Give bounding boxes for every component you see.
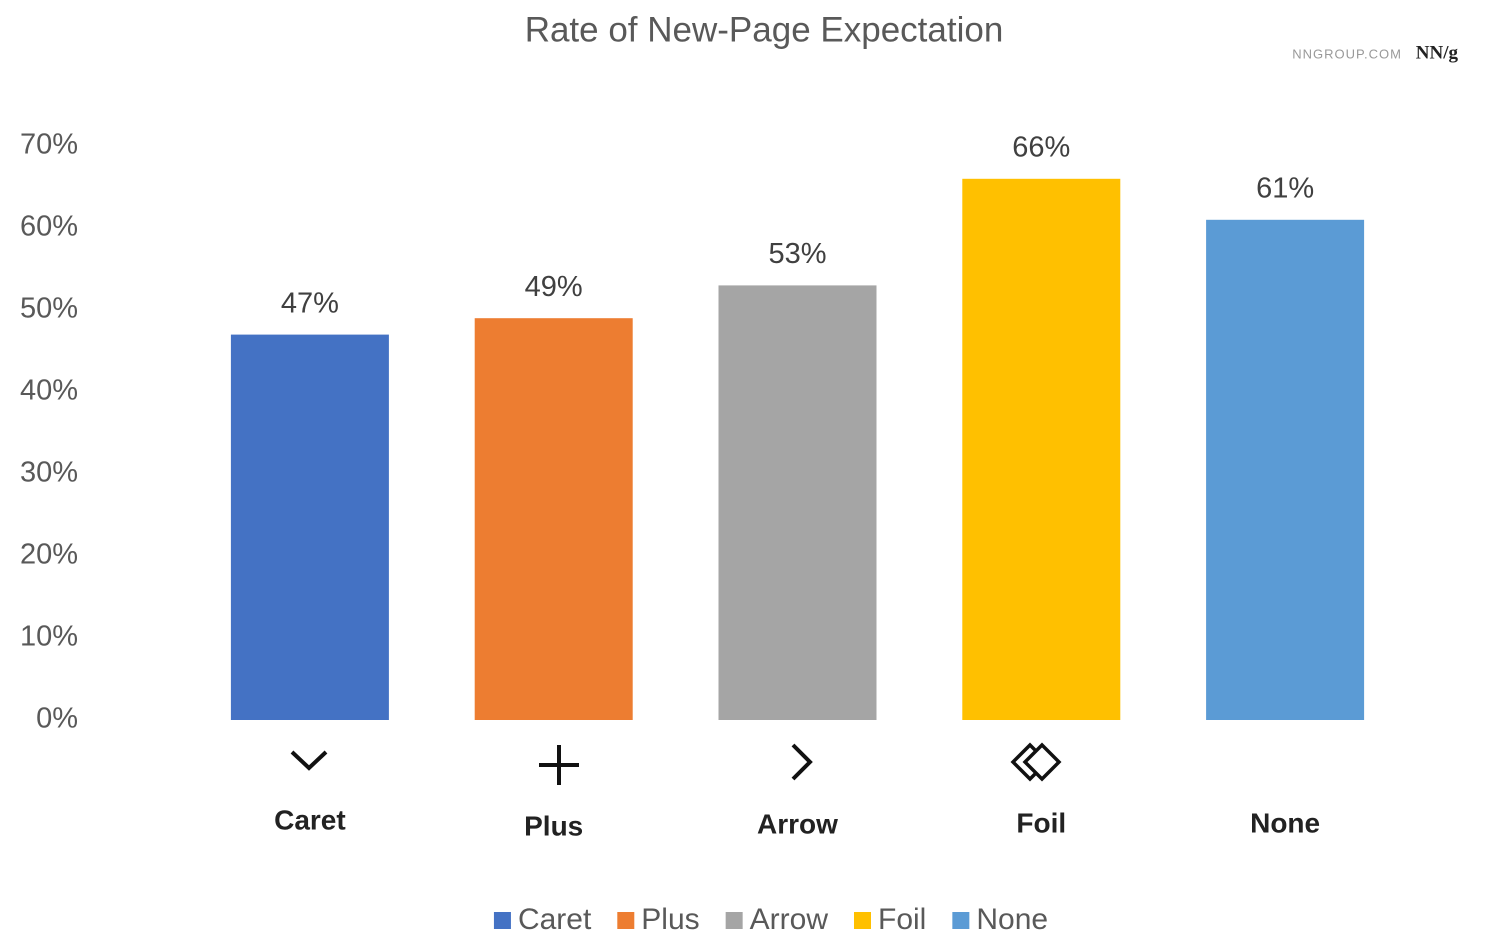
plus-icon [539, 745, 579, 785]
y-tick-label: 70% [20, 129, 78, 161]
y-tick-label: 0% [36, 703, 78, 735]
y-tick-label: 10% [20, 621, 78, 653]
y-tick-label: 40% [20, 375, 78, 407]
caret-icon [290, 750, 328, 771]
y-tick-label: 20% [20, 539, 78, 571]
legend-swatch [493, 912, 511, 929]
chart-title: Rate of New-Page Expectation [525, 10, 1004, 49]
icons [290, 742, 1062, 785]
value-label: 66% [1012, 131, 1070, 163]
logo: NN/g [1416, 42, 1459, 63]
x-tick-label: None [1250, 807, 1320, 838]
legend-label: Plus [641, 903, 699, 936]
y-tick-label: 60% [20, 211, 78, 243]
bar [230, 334, 389, 720]
legend-swatch [854, 912, 871, 929]
legend-label: Caret [518, 903, 592, 936]
arrow-icon [791, 743, 813, 781]
legend-label: None [976, 903, 1048, 936]
bar [962, 178, 1121, 721]
foil-icon-front [1022, 742, 1062, 782]
y-tick-label: 50% [20, 293, 78, 325]
x-tick-label: Plus [524, 810, 583, 841]
legend-label: Foil [878, 903, 926, 936]
legend-label: Arrow [750, 903, 829, 936]
y-tick-label: 30% [20, 457, 78, 489]
value-label: 47% [281, 287, 339, 319]
x-tick-label: Arrow [757, 808, 838, 839]
x-tick-label: Caret [274, 804, 346, 835]
legend-swatch [617, 912, 635, 929]
source: NNGROUP.COM [1292, 46, 1402, 61]
bar [1206, 219, 1365, 721]
bar [474, 318, 633, 720]
value-label: 53% [768, 238, 826, 270]
bar [718, 285, 877, 720]
legend-swatch [725, 912, 743, 929]
value-label: 61% [1256, 172, 1314, 204]
legend-swatch [952, 912, 970, 929]
x-tick-label: Foil [1016, 807, 1066, 838]
value-label: 49% [525, 271, 583, 303]
